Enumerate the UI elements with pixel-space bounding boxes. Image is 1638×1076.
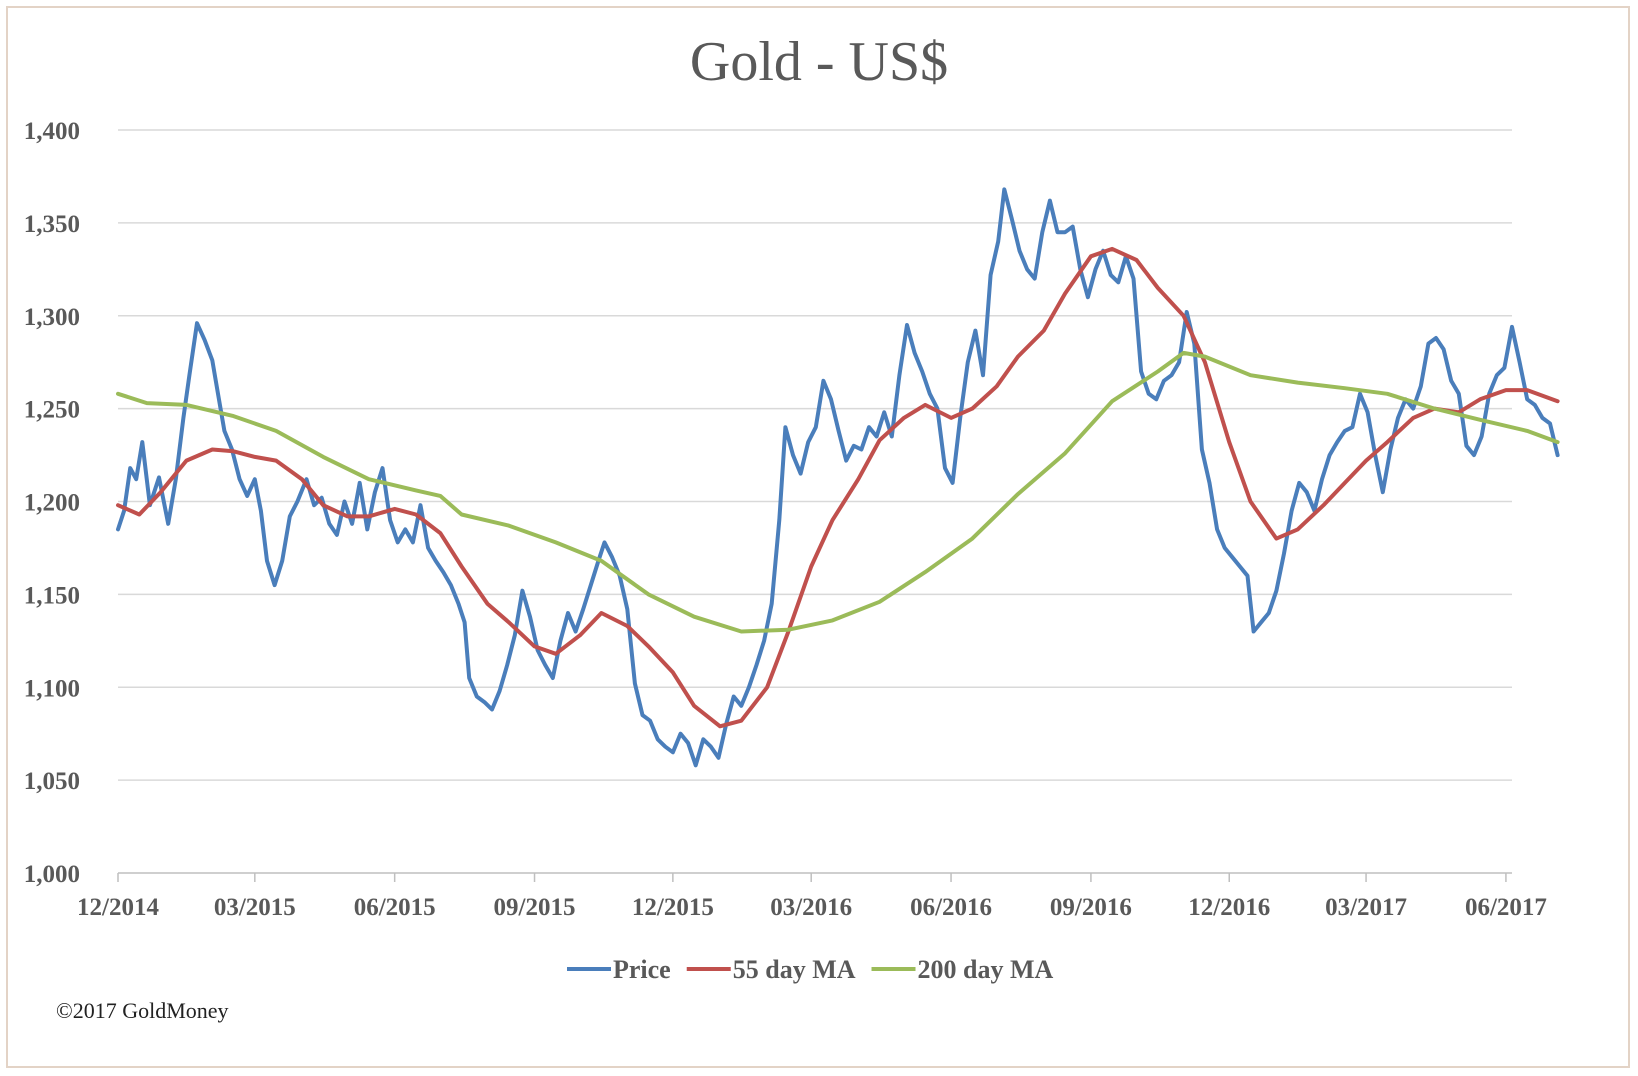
chart-title: Gold - US$ [690, 31, 948, 93]
series-lines [116, 187, 1560, 768]
x-axis [117, 872, 1512, 882]
x-tick-label: 03/2016 [770, 894, 852, 921]
y-tick-label: 1,400 [24, 118, 80, 145]
legend: Price 55 day MA 200 day MA [567, 955, 1054, 984]
y-tick-label: 1,000 [24, 861, 80, 888]
y-tick-label: 1,200 [24, 490, 80, 517]
x-tick-label: 12/2015 [632, 894, 714, 921]
x-tick-label: 03/2017 [1325, 894, 1407, 921]
x-tick-label: 12/2016 [1188, 894, 1270, 921]
x-tick-label: 12/2014 [77, 894, 159, 921]
y-tick-label: 1,250 [24, 397, 80, 424]
y-tick-label: 1,100 [24, 675, 80, 702]
x-tick-label: 09/2015 [494, 894, 576, 921]
x-tick-label: 06/2016 [910, 894, 992, 921]
x-tick-label: 03/2015 [214, 894, 296, 921]
legend-label: Price [613, 955, 671, 984]
series-line-55-day-ma [116, 246, 1560, 729]
y-axis-tick-labels: 1,000 1,050 1,100 1,150 1,200 1,250 1,300 1,350… [24, 118, 80, 888]
copyright-text: ©2017 GoldMoney [56, 998, 229, 1023]
x-tick-label: 06/2017 [1465, 894, 1547, 921]
y-tick-label: 1,050 [24, 768, 80, 795]
y-tick-label: 1,150 [24, 582, 80, 609]
y-tick-label: 1,300 [24, 304, 80, 331]
legend-label: 200 day MA [918, 955, 1054, 984]
x-tick-label: 09/2016 [1050, 894, 1132, 921]
series-line-price [116, 187, 1560, 768]
series-line-200-day-ma [116, 350, 1560, 634]
x-axis-tick-labels: 12/2014 03/2015 06/2015 09/2015 12/2015 03/20… [77, 894, 1547, 921]
chart-frame [6, 6, 1630, 1068]
gridlines [118, 129, 1512, 781]
x-tick-label: 06/2015 [354, 894, 436, 921]
y-tick-label: 1,350 [24, 211, 80, 238]
legend-label: 55 day MA [733, 955, 856, 984]
